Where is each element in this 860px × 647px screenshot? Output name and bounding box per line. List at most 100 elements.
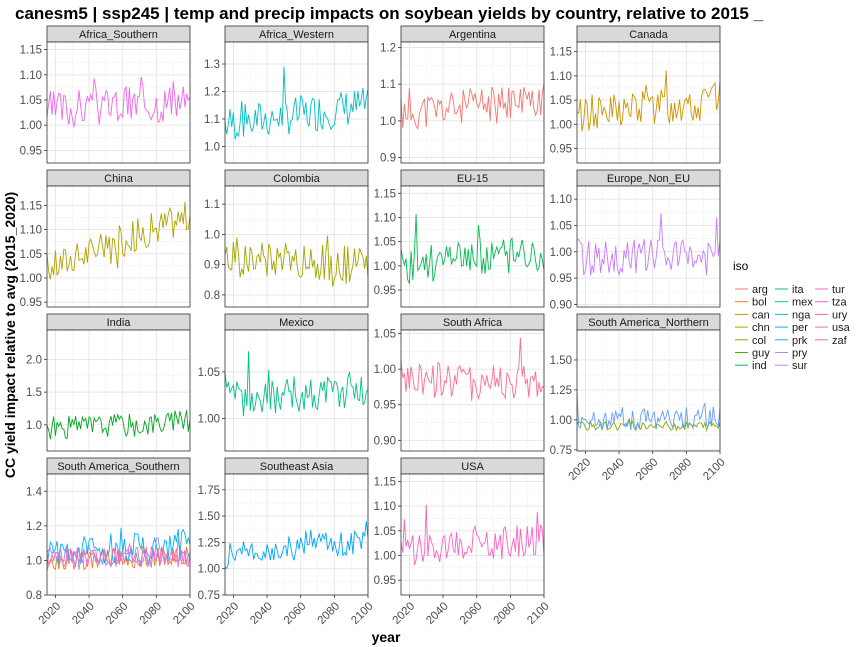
legend-item-label: pry [792,348,808,360]
legend-item-label: tza [832,297,848,309]
y-tick-label: 1.15 [550,47,572,59]
facet-panel: EU-15 0.95 1.00 1.05 1.10 1.15 [374,169,545,308]
facet-panel: USA 0.95 1.00 1.05 1.10 1.15 2020 2040 2060 2080 2… [374,457,552,627]
x-tick-label: 2060 [458,600,485,627]
y-tick-label: 1.50 [198,511,220,523]
legend-item-label: per [792,322,808,334]
series-line-col [224,235,369,287]
y-tick-label: 1.3 [204,59,220,71]
y-tick-label: 1.00 [198,564,220,576]
facet-strip-label: Canada [629,29,668,41]
facet-strip-label: Europe_Non_EU [607,173,690,185]
facet-panel: Africa_Southern 0.95 1.00 1.05 1.10 1.15 [20,25,191,164]
facet-panel: Argentina 0.9 1.0 1.1 1.2 [380,25,545,165]
facet-strip-label: South Africa [443,317,503,329]
x-tick-label: 2060 [282,600,309,627]
legend-item-label: sur [792,360,808,372]
series-line-prk [224,521,369,570]
series-line-nga [224,66,369,140]
series-line-tza [46,76,191,128]
legend-item-label: ury [832,309,848,321]
y-tick-label: 1.10 [550,194,572,206]
series-line-ita [400,214,545,286]
y-tick-label: 1.0 [204,229,220,241]
legend-item-label: ind [752,360,767,372]
y-tick-label: 1.1 [204,114,220,126]
legend-item-label: usa [832,322,851,334]
facet-panel: India 1.0 1.5 2.0 [26,313,191,452]
facet-strip-label: Argentina [449,29,497,41]
series-line-usa [400,504,545,566]
plot-background [225,330,368,451]
facet-panel: South Africa 0.90 0.95 1.00 1.05 [374,313,545,452]
facet-strip-label: EU-15 [457,173,488,185]
chart-title: canesm5 | ssp245 | temp and precip impac… [15,4,764,23]
y-axis-title: CC yield impact relative to avg (2015_20… [2,192,18,478]
panel-border [46,185,191,308]
y-tick-label: 1.05 [198,367,220,379]
legend-item-label: chn [752,322,770,334]
facet-strip-label: USA [461,461,484,473]
panel-border [576,41,721,164]
y-tick-label: 1.0 [380,116,396,128]
y-tick-label: 0.8 [204,290,220,302]
facet-strip-label: South America_Northern [588,317,708,329]
facet-panel: Mexico 1.00 1.05 [198,313,369,452]
y-tick-label: 1.0 [26,555,42,567]
y-tick-label: 1.0 [204,142,220,154]
x-tick-label: 2040 [600,456,627,483]
x-tick-label: 2020 [215,600,242,627]
legend-title: iso [733,259,749,273]
plot-background [47,330,190,451]
y-tick-label: 1.05 [374,526,396,538]
legend-item-label: mex [792,297,813,309]
y-tick-label: 1.05 [20,95,42,107]
x-tick-label: 2020 [391,600,418,627]
y-tick-label: 1.2 [380,43,396,55]
y-tick-label: 1.15 [374,476,396,488]
x-tick-label: 2080 [138,600,165,627]
legend-item-label: bol [752,297,767,309]
y-tick-label: 0.90 [374,435,396,447]
y-tick-label: 1.05 [374,237,396,249]
facet-panel: Colombia 0.8 0.9 1.0 1.1 [204,169,369,308]
y-tick-label: 1.10 [374,501,396,513]
y-tick-label: 0.90 [550,299,572,311]
y-tick-label: 1.00 [374,364,396,376]
y-tick-label: 1.05 [374,329,396,341]
facet-strip-label: India [107,317,132,329]
panel-border [400,185,545,308]
y-tick-label: 0.75 [198,590,220,602]
y-tick-label: 1.15 [20,45,42,57]
y-tick-label: 1.0 [26,420,42,432]
y-tick-label: 0.95 [550,143,572,155]
x-tick-label: 2100 [701,456,728,483]
legend-item-label: zaf [832,335,848,347]
y-tick-label: 0.95 [374,400,396,412]
x-axis-title: year [372,629,401,645]
series-line-tur [576,213,721,277]
y-tick-label: 1.25 [198,537,220,549]
y-tick-label: 0.95 [374,575,396,587]
facet-strip-label: Southeast Asia [260,461,334,473]
legend-item-label: guy [752,348,770,360]
y-tick-label: 1.75 [198,485,220,497]
y-tick-label: 1.00 [374,550,396,562]
legend-item-label: arg [752,284,768,296]
x-tick-label: 2040 [248,600,275,627]
y-tick-label: 0.75 [550,445,572,457]
y-tick-label: 1.05 [550,95,572,107]
y-tick-label: 1.05 [550,220,572,232]
y-tick-label: 1.00 [550,415,572,427]
panel-border [224,185,369,308]
facet-strip-label: Colombia [273,173,320,185]
x-tick-label: 2100 [525,600,552,627]
facet-strip-label: Mexico [279,317,314,329]
y-tick-label: 0.8 [26,590,42,602]
series-line-arg [400,83,545,131]
panel-border [400,473,545,596]
y-tick-label: 1.25 [550,385,572,397]
